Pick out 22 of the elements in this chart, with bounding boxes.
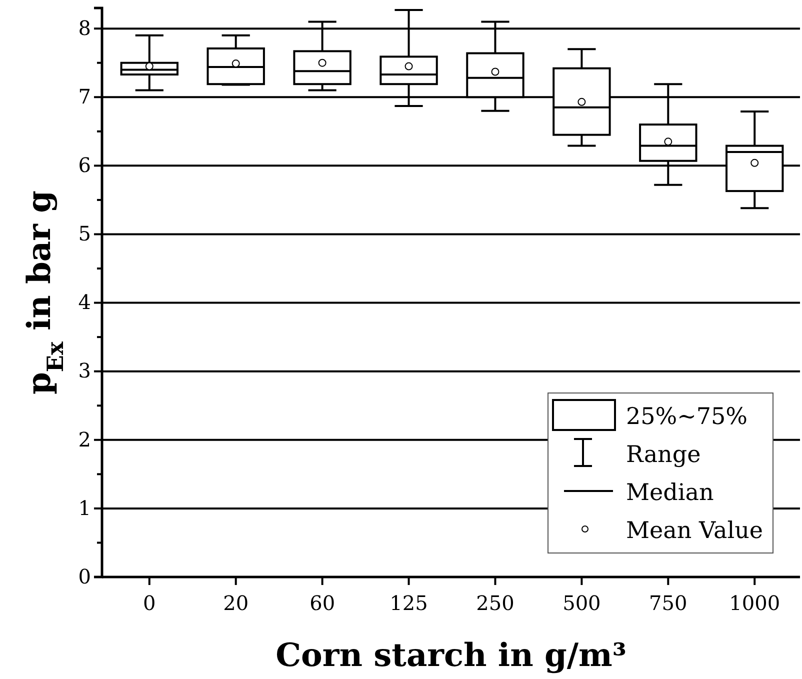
annotation: Median (626, 480, 714, 506)
annotation: 25%~75% (626, 404, 748, 430)
y-tick-label: 1 (78, 496, 91, 520)
x-tick-label: 250 (476, 591, 514, 615)
y-tick-label: 0 (78, 564, 91, 588)
y-tick-label: 2 (78, 427, 91, 452)
x-tick-label: 60 (310, 591, 336, 615)
y-tick-label: 3 (78, 358, 91, 383)
x-tick-label: 500 (562, 591, 601, 615)
y-tick-label: 8 (78, 16, 91, 40)
y-tick-label: 6 (78, 153, 91, 178)
y-tick-label: 7 (78, 84, 91, 109)
x-tick-label: 750 (649, 591, 688, 615)
x-tick-label: 1000 (729, 591, 780, 615)
y-tick-label: 4 (78, 290, 91, 314)
x-tick-label: 125 (390, 591, 428, 615)
annotation: Range (626, 442, 701, 468)
annotation: Mean Value (626, 518, 763, 544)
x-tick-label: 20 (223, 591, 249, 615)
x-axis-title: Corn starch in g/m³ (276, 636, 626, 674)
y-tick-label: 5 (78, 222, 91, 246)
x-tick-label: 0 (143, 591, 156, 615)
